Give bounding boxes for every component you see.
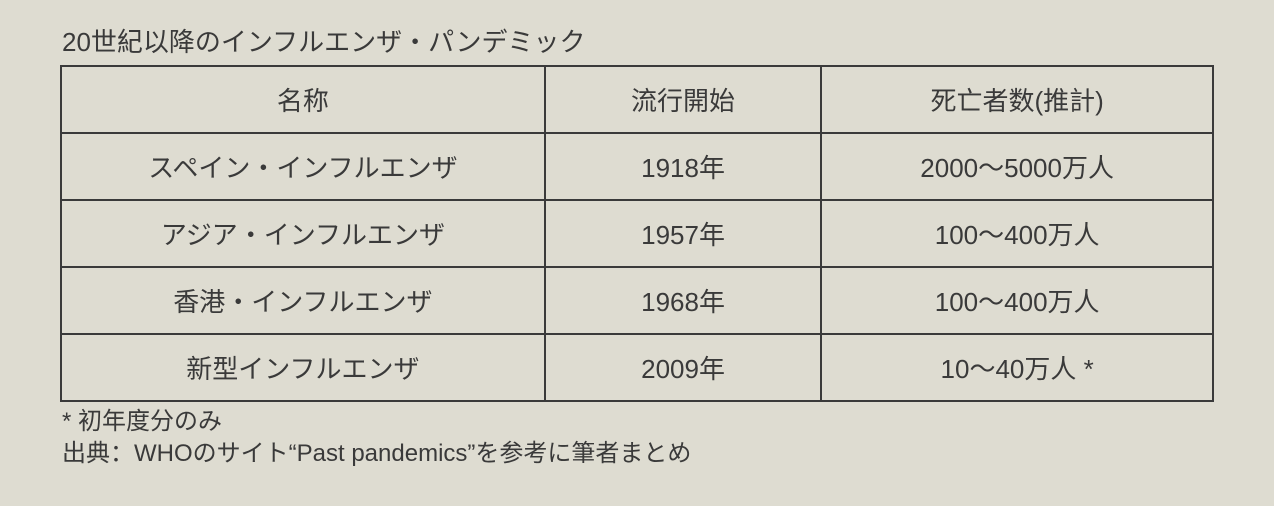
cell-name: アジア・インフルエンザ [61, 200, 545, 267]
table-row: アジア・インフルエンザ 1957年 100～400万人 [61, 200, 1213, 267]
cell-name: 香港・インフルエンザ [61, 267, 545, 334]
cell-deaths: 100～400万人 [821, 200, 1213, 267]
table-row: スペイン・インフルエンザ 1918年 2000～5000万人 [61, 133, 1213, 200]
table-title: 20世紀以降のインフルエンザ・パンデミック [62, 22, 1214, 59]
cell-deaths: 10～40万人 * [821, 334, 1213, 401]
cell-name: 新型インフルエンザ [61, 334, 545, 401]
column-header-deaths: 死亡者数(推計) [821, 66, 1213, 133]
footnote-line-2: 出典：WHOのサイト“Past pandemics”を参考に筆者まとめ [62, 438, 1214, 470]
table-row: 新型インフルエンザ 2009年 10～40万人 * [61, 334, 1213, 401]
column-header-name: 名称 [61, 66, 545, 133]
cell-deaths: 2000～5000万人 [821, 133, 1213, 200]
cell-year: 1968年 [545, 267, 821, 334]
cell-name: スペイン・インフルエンザ [61, 133, 545, 200]
table-row: 香港・インフルエンザ 1968年 100～400万人 [61, 267, 1213, 334]
cell-year: 2009年 [545, 334, 821, 401]
column-header-year: 流行開始 [545, 66, 821, 133]
pandemic-table: 名称 流行開始 死亡者数(推計) スペイン・インフルエンザ 1918年 2000… [60, 65, 1214, 402]
cell-deaths: 100～400万人 [821, 267, 1213, 334]
table-header-row: 名称 流行開始 死亡者数(推計) [61, 66, 1213, 133]
footnote: * 初年度分のみ 出典：WHOのサイト“Past pandemics”を参考に筆… [62, 406, 1214, 471]
cell-year: 1957年 [545, 200, 821, 267]
cell-year: 1918年 [545, 133, 821, 200]
footnote-line-1: * 初年度分のみ [62, 406, 1214, 438]
